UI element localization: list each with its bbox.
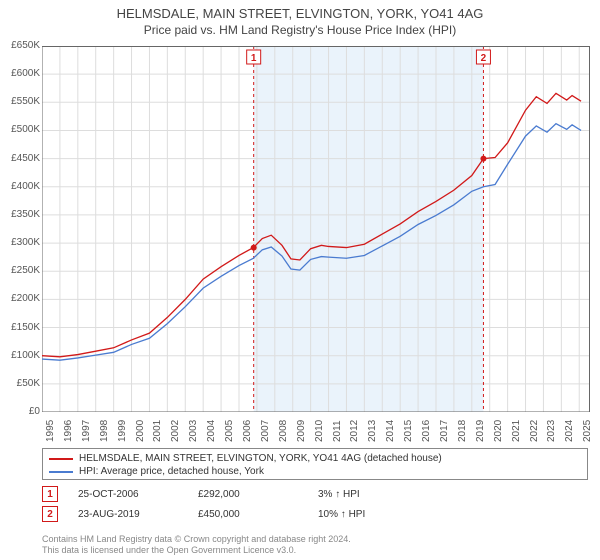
transaction-delta: 10% ↑ HPI — [318, 509, 438, 520]
transaction-date: 25-OCT-2006 — [78, 489, 198, 500]
transaction-marker-2: 2 — [42, 506, 58, 522]
legend-label-hpi: HPI: Average price, detached house, York — [79, 466, 264, 477]
transaction-row-1: 1 25-OCT-2006 £292,000 3% ↑ HPI — [42, 486, 588, 502]
transaction-price: £292,000 — [198, 489, 318, 500]
footer-line-2: This data is licensed under the Open Gov… — [42, 545, 351, 556]
chart-title-line2: Price paid vs. HM Land Registry's House … — [0, 23, 600, 37]
price-chart: 12 — [42, 46, 590, 412]
legend-label-subject: HELMSDALE, MAIN STREET, ELVINGTON, YORK,… — [79, 453, 442, 464]
legend-swatch-hpi — [49, 471, 73, 473]
legend-swatch-subject — [49, 458, 73, 460]
transaction-date: 23-AUG-2019 — [78, 509, 198, 520]
svg-text:2: 2 — [481, 53, 487, 64]
footer-line-1: Contains HM Land Registry data © Crown c… — [42, 534, 351, 545]
legend: HELMSDALE, MAIN STREET, ELVINGTON, YORK,… — [42, 448, 588, 480]
transaction-delta: 3% ↑ HPI — [318, 489, 438, 500]
transaction-row-2: 2 23-AUG-2019 £450,000 10% ↑ HPI — [42, 506, 588, 522]
transaction-marker-1: 1 — [42, 486, 58, 502]
transaction-price: £450,000 — [198, 509, 318, 520]
footer: Contains HM Land Registry data © Crown c… — [42, 534, 351, 557]
chart-title-line1: HELMSDALE, MAIN STREET, ELVINGTON, YORK,… — [0, 6, 600, 21]
svg-text:1: 1 — [251, 53, 257, 64]
